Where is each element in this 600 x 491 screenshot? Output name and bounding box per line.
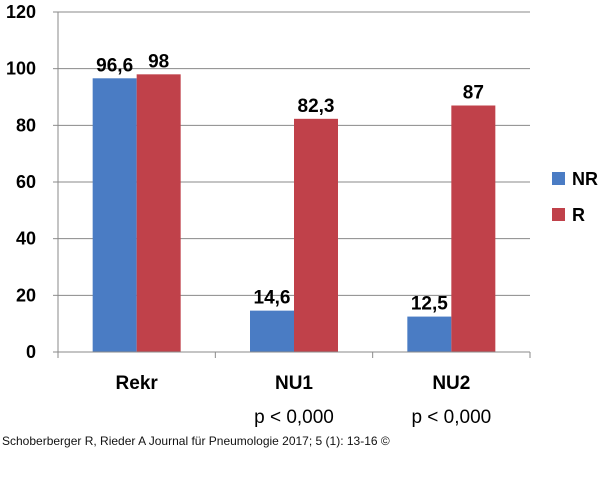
legend-label: NR bbox=[572, 169, 598, 189]
bars: 96,6 98 14,6 82,3 12,5 87 bbox=[92, 51, 496, 353]
legend: NR R bbox=[552, 169, 598, 225]
bar-NR-NU1 bbox=[250, 310, 294, 352]
data-label: 96,6 bbox=[96, 55, 133, 76]
category-label: NU1 bbox=[275, 373, 313, 394]
source-credit: Schoberberger R, Rieder A Journal für Pn… bbox=[2, 434, 390, 448]
legend-label: R bbox=[572, 205, 585, 225]
data-label: 12,5 bbox=[411, 294, 448, 315]
bar-NR-NU2 bbox=[407, 316, 452, 352]
category-label: Rekr bbox=[116, 373, 159, 394]
category-sublabel: p < 0,000 bbox=[411, 407, 491, 428]
bar-R-Rekr bbox=[136, 74, 181, 352]
bar-R-NU2 bbox=[451, 105, 496, 352]
y-tick-label: 0 bbox=[26, 342, 36, 362]
bar-NR-Rekr bbox=[92, 78, 137, 353]
x-axis: Rekr NU1 p < 0,000 NU2 p < 0,000 bbox=[57, 351, 531, 428]
y-tick-label: 100 bbox=[6, 59, 36, 79]
bar-chart: 0 20 40 60 80 100 120 96,6 98 14,6 82,3 12,5 87 Rek… bbox=[6, 2, 598, 428]
y-tick-label: 40 bbox=[16, 229, 36, 249]
y-tick-label: 120 bbox=[6, 2, 36, 22]
y-axis: 0 20 40 60 80 100 120 bbox=[6, 2, 59, 362]
bar-R-NU1 bbox=[294, 118, 338, 352]
data-label: 14,6 bbox=[254, 288, 291, 309]
data-label: 87 bbox=[463, 83, 484, 104]
y-tick-label: 20 bbox=[16, 285, 36, 305]
legend-swatch-R bbox=[552, 208, 565, 221]
y-tick-label: 80 bbox=[16, 115, 36, 135]
data-label: 98 bbox=[148, 51, 169, 72]
data-label: 82,3 bbox=[298, 96, 335, 117]
category-sublabel: p < 0,000 bbox=[254, 407, 334, 428]
y-tick-label: 60 bbox=[16, 172, 36, 192]
category-label: NU2 bbox=[432, 373, 470, 394]
legend-swatch-NR bbox=[552, 172, 565, 185]
